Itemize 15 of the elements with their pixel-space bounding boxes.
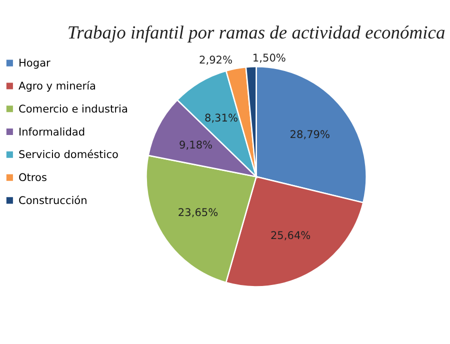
legend-label: Agro y minería: [18, 80, 96, 92]
data-label: 8,31%: [204, 112, 238, 125]
legend-label: Construcción: [18, 194, 88, 207]
legend-label: Informalidad: [18, 126, 86, 138]
chart-title: Trabajo infantil por ramas de actividad económica: [67, 22, 446, 43]
data-label: 28,79%: [290, 129, 330, 142]
data-label: 25,64%: [270, 230, 311, 242]
data-label: 1,50%: [252, 52, 286, 64]
data-label: 9,18%: [179, 140, 213, 152]
data-label: 23,65%: [178, 206, 218, 219]
legend-label: Otros: [18, 172, 47, 184]
legend-label: Comercio e industria: [18, 103, 128, 116]
legend-label: Servicio doméstico: [18, 149, 118, 162]
legend-label: Hogar: [18, 58, 52, 70]
data-label: 2,92%: [199, 54, 233, 66]
